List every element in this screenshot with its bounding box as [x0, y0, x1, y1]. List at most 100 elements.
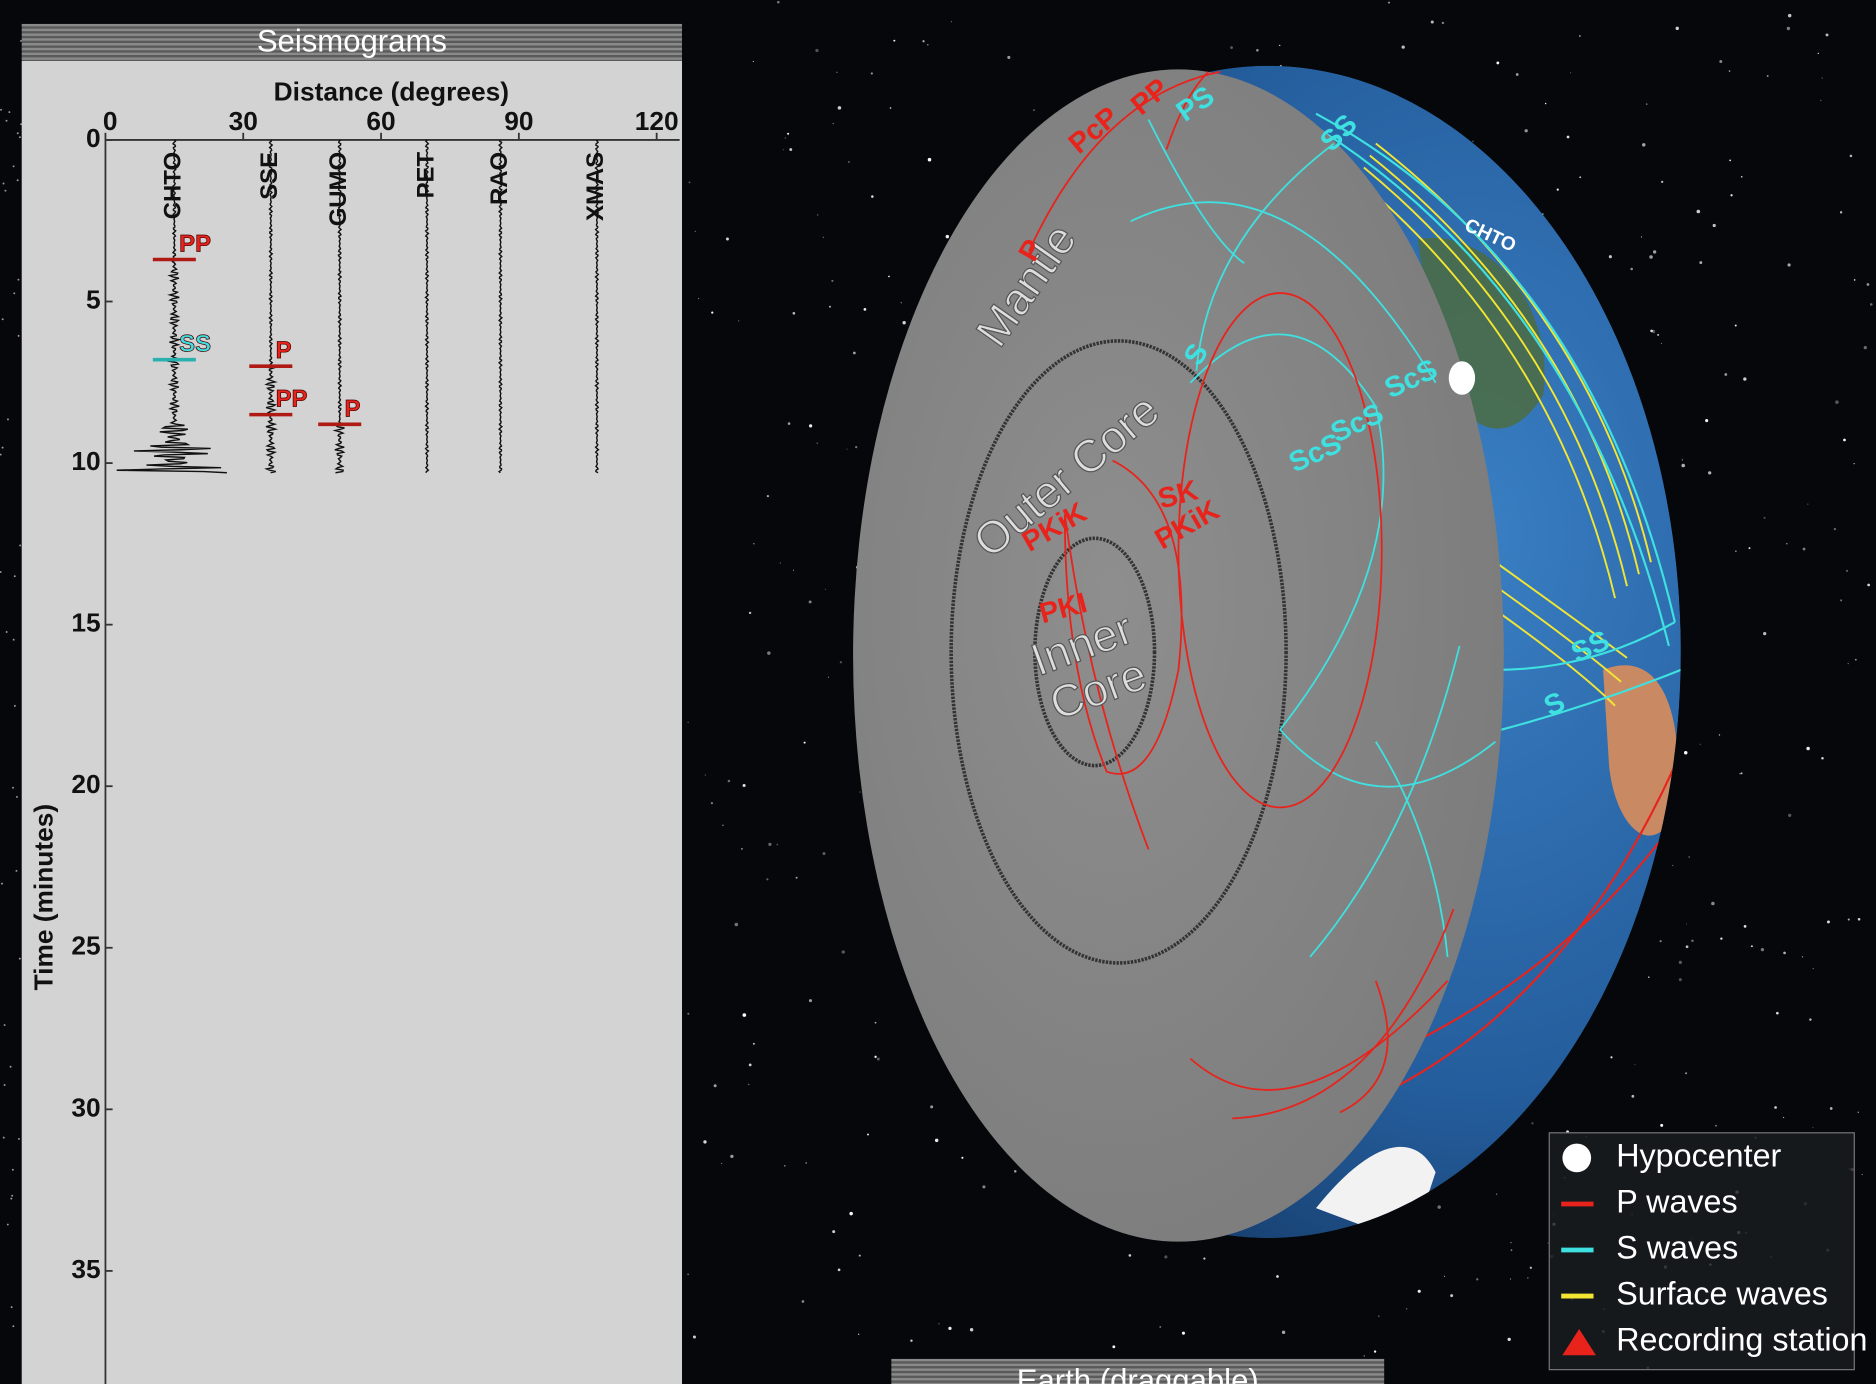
star	[855, 446, 858, 449]
star	[3, 1083, 6, 1086]
star	[822, 852, 826, 856]
star	[1855, 658, 1857, 661]
star	[1740, 176, 1743, 178]
y-tick-label: 35	[71, 1254, 100, 1284]
star	[11, 1168, 14, 1171]
star	[703, 1140, 707, 1144]
star	[1579, 35, 1581, 37]
star	[1787, 13, 1792, 18]
star	[1734, 324, 1737, 327]
station-label: SSE	[256, 152, 283, 200]
inner-core-boundary	[1033, 536, 1157, 768]
star	[859, 791, 861, 793]
star	[874, 1021, 877, 1024]
x-tick-label: 120	[635, 106, 679, 136]
y-tick-label: 5	[86, 284, 101, 314]
star	[1256, 48, 1259, 52]
star	[1526, 1277, 1529, 1279]
star	[1685, 923, 1687, 925]
star	[1787, 263, 1791, 267]
star	[15, 869, 18, 872]
star	[1718, 734, 1721, 736]
star	[832, 1230, 836, 1234]
panel-title-bar[interactable]	[21, 23, 683, 62]
star	[1750, 945, 1753, 948]
star	[849, 1211, 853, 1216]
star	[1556, 188, 1559, 191]
star	[730, 1154, 734, 1158]
star	[945, 234, 950, 239]
star	[1720, 937, 1723, 940]
star	[930, 1105, 934, 1109]
earth-view[interactable]: CHTO Mantle Outer Core InnerCore PcPPPPS…	[853, 65, 1681, 1244]
star	[1728, 70, 1731, 72]
star	[1719, 60, 1723, 63]
star	[948, 1326, 952, 1331]
star	[1510, 1241, 1512, 1244]
star	[792, 311, 796, 315]
layer-label: InnerCore	[1024, 602, 1155, 730]
star	[1649, 255, 1653, 259]
star	[16, 132, 19, 135]
star	[950, 21, 952, 23]
x-tick-label: 60	[366, 106, 395, 136]
star	[1821, 77, 1823, 79]
star	[876, 1057, 880, 1061]
star	[1657, 333, 1660, 336]
seismogram-trace	[116, 139, 227, 474]
star	[1786, 543, 1788, 545]
star	[3, 1024, 6, 1026]
star	[1566, 135, 1570, 139]
star	[1691, 939, 1694, 943]
star	[1699, 261, 1703, 265]
star	[789, 148, 793, 151]
star	[1782, 1116, 1785, 1119]
star	[1507, 1337, 1511, 1342]
star	[742, 784, 746, 788]
panel-title-bar[interactable]	[891, 1358, 1385, 1384]
star	[1, 446, 4, 449]
legend-label: Recording station	[1616, 1322, 1867, 1358]
star	[704, 774, 706, 776]
star	[1634, 1064, 1636, 1066]
star	[1608, 255, 1612, 259]
star	[1705, 419, 1709, 423]
star	[1788, 813, 1792, 817]
star	[1570, 72, 1572, 74]
star	[841, 950, 845, 954]
star	[725, 237, 729, 241]
star	[1476, 1278, 1479, 1281]
star	[2, 1136, 5, 1139]
star	[1760, 948, 1765, 952]
star	[1696, 209, 1701, 214]
star	[0, 571, 2, 573]
star	[832, 122, 834, 124]
seismogram-panel: Seismograms Distance (degrees) Time (minu…	[21, 23, 683, 1384]
panel-title: Seismograms	[257, 23, 447, 58]
star	[792, 569, 795, 571]
star	[1806, 746, 1810, 751]
star	[1642, 143, 1646, 147]
star	[805, 1162, 808, 1164]
star	[1743, 377, 1747, 381]
star	[12, 786, 14, 789]
star	[927, 157, 932, 162]
star	[1661, 180, 1664, 183]
star	[752, 60, 754, 63]
star	[692, 1335, 696, 1339]
star	[8, 111, 11, 114]
star	[1807, 503, 1809, 505]
star	[776, 843, 779, 846]
star	[1699, 743, 1701, 745]
star	[889, 107, 892, 109]
star	[1547, 1242, 1549, 1244]
star	[747, 1083, 750, 1086]
panel-body	[21, 61, 683, 1384]
star	[748, 1063, 752, 1067]
star	[17, 334, 20, 337]
surface-waves	[1357, 142, 1652, 707]
star	[13, 292, 16, 295]
star	[1441, 21, 1445, 25]
star	[1510, 1249, 1513, 1252]
